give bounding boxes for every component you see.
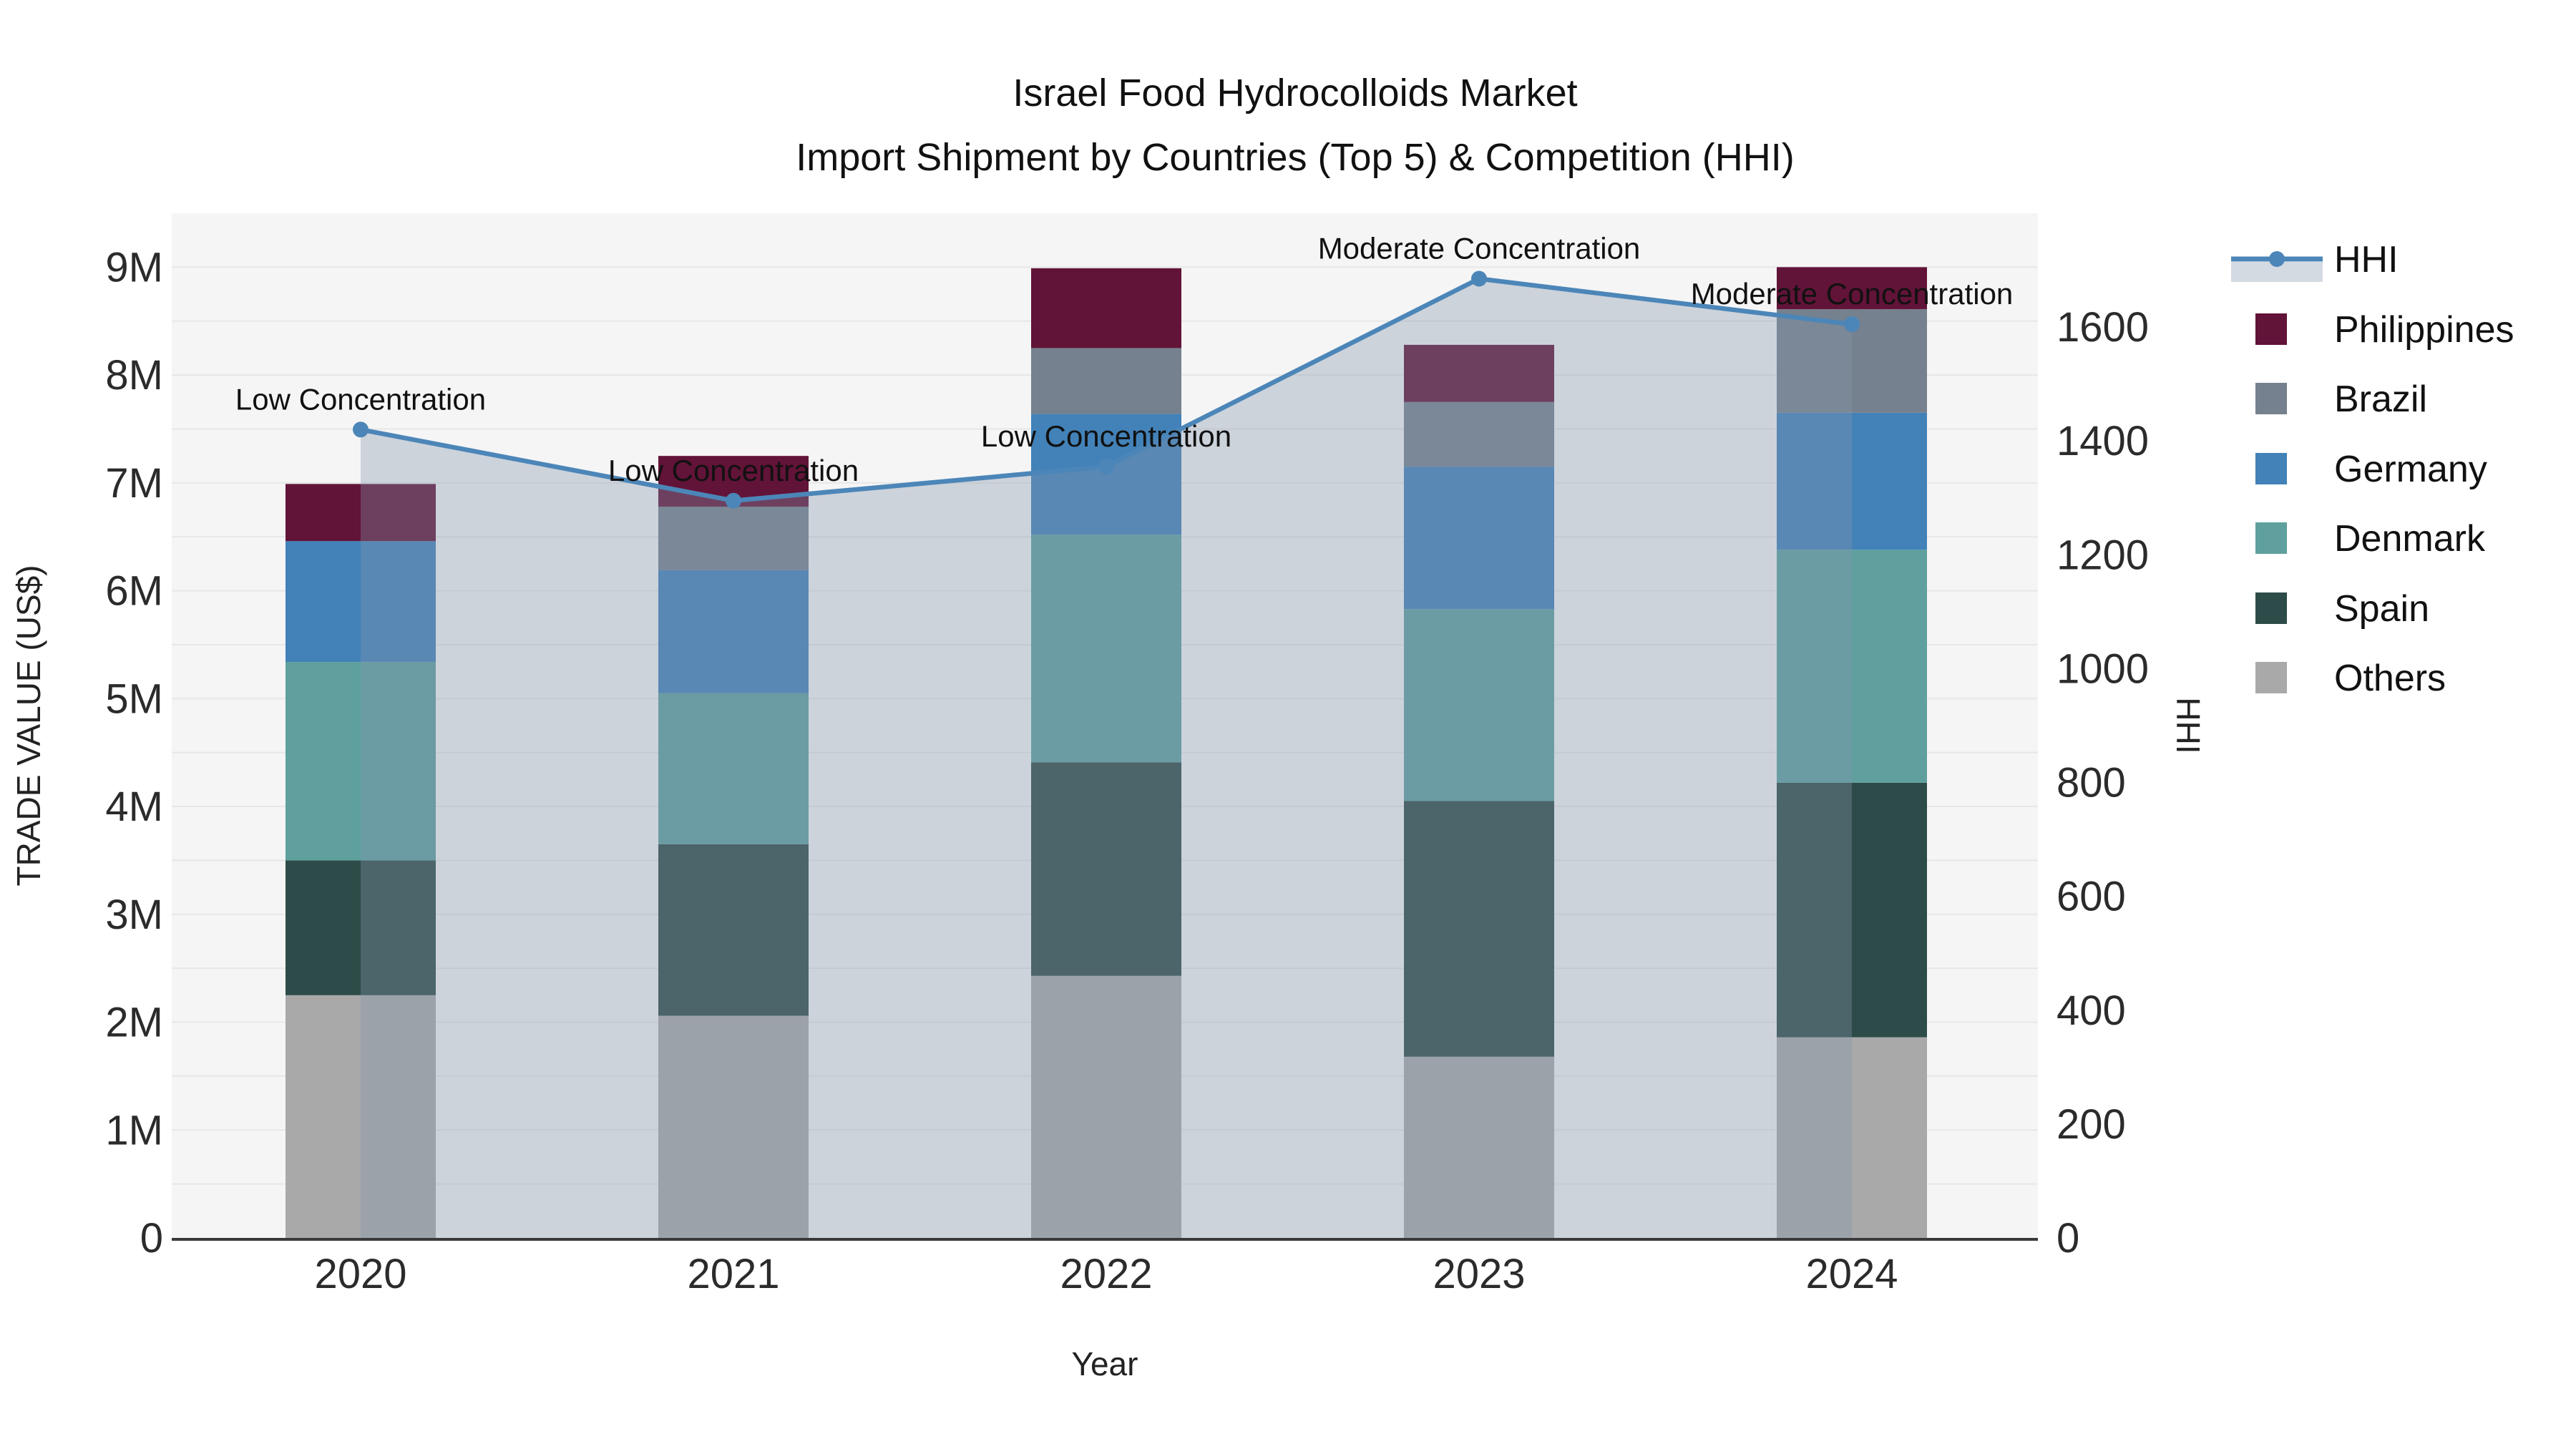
legend-label-denmark: Denmark [2334, 518, 2486, 560]
right-tick-200: 200 [2057, 1101, 2126, 1148]
bar-segment-denmark-2023[interactable] [1404, 609, 1554, 801]
legend-swatch-spain [2255, 592, 2287, 624]
left-tick-labels-group: 0 1M 2M 3M 4M 5M 6M 7M 8M 9M [105, 244, 163, 1262]
hhi-marker-2022[interactable] [1098, 459, 1114, 475]
legend-label-spain: Spain [2334, 588, 2429, 630]
annotation-2022: Low Concentration [981, 419, 1231, 453]
right-tick-600: 600 [2057, 874, 2126, 920]
bar-segment-brazil-2023[interactable] [1404, 401, 1554, 467]
left-tick-6M: 6M [105, 568, 163, 615]
bar-segment-denmark-2024[interactable] [1777, 550, 1927, 783]
hhi-area-group [361, 278, 1852, 1238]
legend-swatch-denmark [2255, 522, 2287, 554]
bar-segment-others-2024[interactable] [1777, 1037, 1927, 1238]
hhi-marker-2021[interactable] [726, 492, 741, 509]
right-tick-1600: 1600 [2057, 304, 2149, 351]
bar-segment-philippines-2020[interactable] [286, 484, 436, 542]
x-tick-2024: 2024 [1805, 1251, 1898, 1297]
right-tick-0: 0 [2057, 1215, 2079, 1262]
right-tick-1000: 1000 [2057, 645, 2149, 692]
left-tick-1M: 1M [105, 1107, 163, 1153]
hhi-marker-2020[interactable] [353, 421, 369, 438]
bar-segment-denmark-2022[interactable] [1031, 535, 1181, 763]
y-axis-title-left: TRADE VALUE (US$) [10, 565, 47, 886]
bar-segment-spain-2022[interactable] [1031, 762, 1181, 976]
legend-swatch-germany [2255, 453, 2287, 484]
legend-swatch-philippines [2255, 313, 2287, 345]
legend-item-hhi[interactable]: HHI [2231, 239, 2399, 282]
bar-segment-philippines-2023[interactable] [1404, 344, 1554, 402]
x-tick-2022: 2022 [1060, 1251, 1152, 1297]
right-tick-1200: 1200 [2057, 532, 2149, 578]
legend-label-hhi: HHI [2334, 239, 2399, 280]
legend-label-brazil: Brazil [2334, 379, 2427, 420]
bar-segment-philippines-2022[interactable] [1031, 268, 1181, 348]
annotation-2023: Moderate Concentration [1318, 231, 1641, 265]
legend: HHI Philippines Brazil Germany Denmark Spain O… [2231, 239, 2514, 699]
hhi-line-group [353, 270, 1860, 509]
legend-label-others: Others [2334, 658, 2446, 699]
x-tick-2020: 2020 [314, 1251, 406, 1297]
x-axis-title: Year [1072, 1345, 1138, 1382]
annotation-2020: Low Concentration [235, 382, 486, 416]
annotation-2021: Low Concentration [608, 454, 859, 487]
x-tick-2023: 2023 [1433, 1251, 1525, 1297]
left-tick-4M: 4M [105, 784, 163, 830]
legend-label-germany: Germany [2334, 449, 2487, 490]
bar-segment-brazil-2021[interactable] [658, 507, 809, 570]
x-tick-2021: 2021 [687, 1251, 779, 1297]
legend-item-brazil[interactable]: Brazil [2255, 379, 2427, 420]
bar-segment-germany-2024[interactable] [1777, 412, 1927, 550]
bar-segment-denmark-2020[interactable] [286, 662, 436, 861]
left-tick-5M: 5M [105, 675, 163, 722]
legend-swatch-brazil [2255, 383, 2287, 414]
legend-item-denmark[interactable]: Denmark [2255, 518, 2486, 560]
bar-segment-brazil-2022[interactable] [1031, 348, 1181, 414]
annotations-group: Low Concentration Low Concentration Low Co… [235, 231, 2013, 487]
bar-segment-germany-2020[interactable] [286, 541, 436, 663]
right-tick-800: 800 [2057, 760, 2126, 806]
left-tick-2M: 2M [105, 1000, 163, 1046]
annotation-2024: Moderate Concentration [1691, 277, 2014, 311]
legend-item-philippines[interactable]: Philippines [2255, 309, 2514, 351]
bar-segment-spain-2020[interactable] [286, 860, 436, 995]
legend-swatch-others [2255, 662, 2287, 693]
legend-item-germany[interactable]: Germany [2255, 449, 2487, 490]
bar-segment-others-2020[interactable] [286, 995, 436, 1238]
right-tick-labels-group: 0 200 400 600 800 1000 1200 1400 1600 [2057, 304, 2149, 1262]
left-tick-9M: 9M [105, 244, 163, 291]
x-tick-labels-group: 2020 2021 2022 2023 2024 [314, 1251, 1898, 1297]
legend-item-spain[interactable]: Spain [2255, 588, 2429, 630]
left-tick-7M: 7M [105, 460, 163, 507]
bar-segment-denmark-2021[interactable] [658, 693, 809, 844]
bar-segment-others-2022[interactable] [1031, 975, 1181, 1238]
right-tick-1400: 1400 [2057, 418, 2149, 464]
legend-label-philippines: Philippines [2334, 309, 2514, 351]
hhi-marker-2023[interactable] [1471, 270, 1487, 287]
y-axis-title-right: HHI [2170, 697, 2207, 753]
chart-subtitle: Import Shipment by Countries (Top 5) & C… [796, 136, 1795, 179]
bar-segment-spain-2021[interactable] [658, 844, 809, 1016]
chart-title: Israel Food Hydrocolloids Market [1013, 72, 1577, 114]
bar-segment-philippines-2024[interactable] [1777, 267, 1927, 310]
left-tick-8M: 8M [105, 352, 163, 399]
bar-segment-spain-2023[interactable] [1404, 801, 1554, 1057]
hhi-area-fill [361, 278, 1852, 1238]
left-tick-3M: 3M [105, 892, 163, 938]
right-tick-400: 400 [2057, 987, 2126, 1034]
bar-segment-spain-2024[interactable] [1777, 782, 1927, 1038]
bar-segment-germany-2023[interactable] [1404, 467, 1554, 610]
legend-hhi-marker-swatch [2269, 251, 2285, 267]
bar-segment-others-2023[interactable] [1404, 1056, 1554, 1238]
legend-item-others[interactable]: Others [2255, 658, 2446, 699]
bar-segment-germany-2021[interactable] [658, 570, 809, 693]
left-tick-0: 0 [140, 1215, 163, 1262]
hhi-marker-2024[interactable] [1844, 316, 1860, 333]
bar-segment-others-2021[interactable] [658, 1015, 809, 1238]
